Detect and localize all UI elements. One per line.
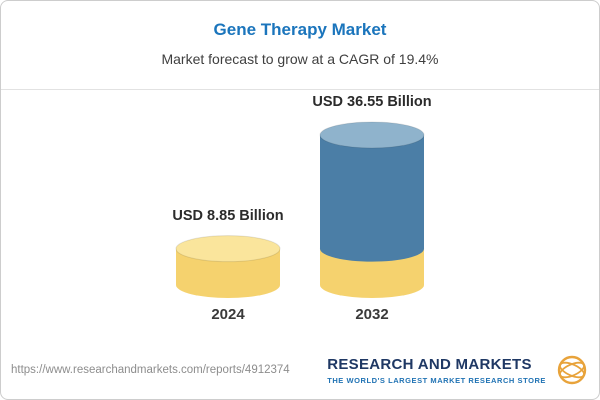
chart-area: USD 8.85 Billion USD 36.55 Billion 2024 … (1, 90, 599, 342)
category-label-2032: 2032 (355, 306, 389, 323)
brand-block: RESEARCH AND MARKETS THE WORLD'S LARGEST… (327, 351, 591, 389)
report-url-link[interactable]: https://www.researchandmarkets.com/repor… (11, 364, 290, 376)
footer: https://www.researchandmarkets.com/repor… (1, 341, 599, 399)
brand-text: RESEARCH AND MARKETS THE WORLD'S LARGEST… (327, 356, 546, 385)
brand-name: RESEARCH AND MARKETS (327, 355, 532, 373)
brand-logo-icon (557, 355, 587, 385)
cylinder-bar-chart (175, 121, 425, 298)
value-label-2024: USD 8.85 Billion (172, 207, 284, 224)
value-label-2032: USD 36.55 Billion (312, 94, 432, 110)
category-label-2024: 2024 (211, 306, 245, 323)
brand-tagline: THE WORLD'S LARGEST MARKET RESEARCH STOR… (327, 375, 546, 385)
chart-subtitle: Market forecast to grow at a CAGR of 19.… (161, 51, 439, 67)
header-divider (1, 89, 599, 90)
chart-header: Gene Therapy Market Market forecast to g… (1, 1, 599, 89)
chart-title: Gene Therapy Market (213, 20, 387, 39)
